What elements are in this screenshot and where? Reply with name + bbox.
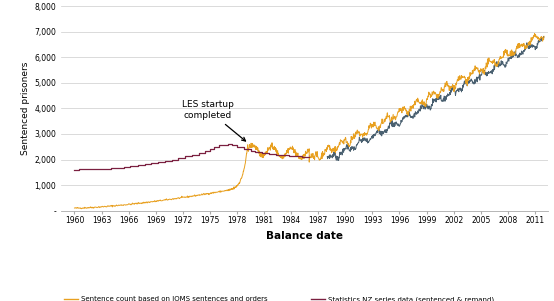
Legend: Sentence count based on IOMS sentences and orders, Sentenced numbers based on hi: Sentence count based on IOMS sentences a… [64, 296, 494, 301]
X-axis label: Balance date: Balance date [266, 231, 343, 241]
Text: LES startup
completed: LES startup completed [182, 101, 245, 141]
Y-axis label: Sentenced prisoners: Sentenced prisoners [21, 62, 30, 155]
